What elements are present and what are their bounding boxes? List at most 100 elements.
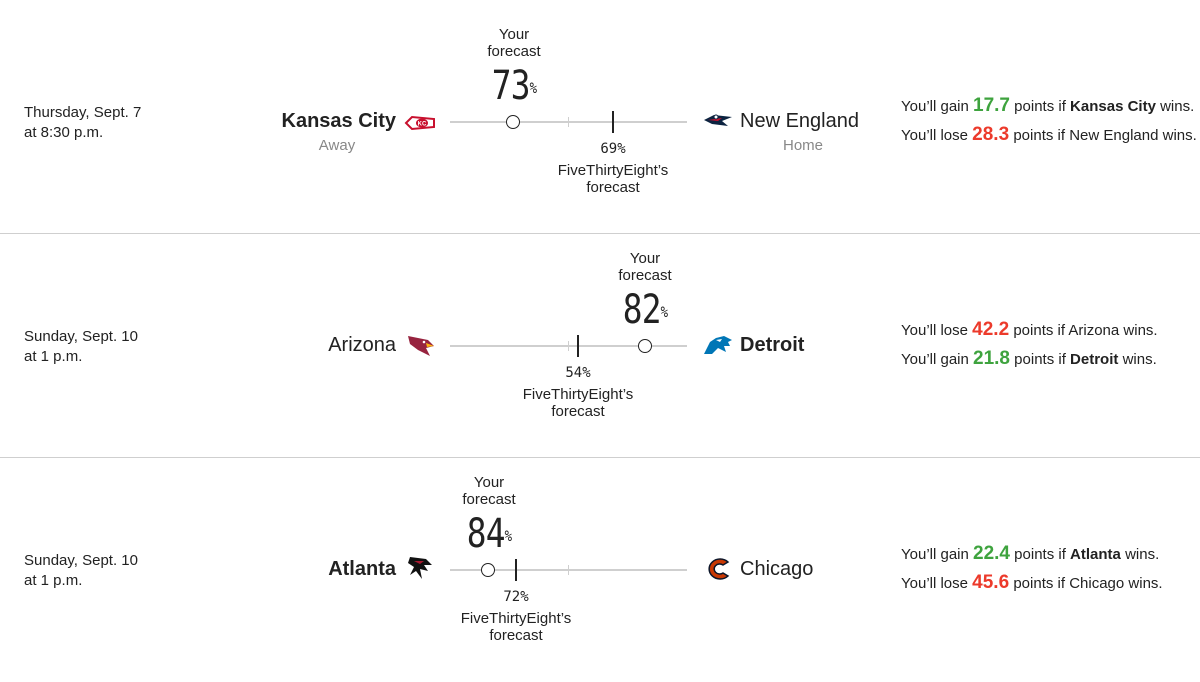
date-day: Thursday, Sept. 7 — [24, 104, 142, 121]
outcome-suffix: wins. — [1122, 351, 1157, 368]
outcome-middle: points if — [1014, 546, 1066, 563]
your-forecast-number: 82 — [622, 287, 662, 333]
midpoint-tick — [568, 117, 569, 127]
your-forecast-slider-handle[interactable] — [506, 115, 520, 129]
away-team-name: Kansas City — [281, 110, 397, 132]
outcome-middle: points if — [1013, 127, 1066, 144]
fte-label-line: forecast — [489, 627, 543, 644]
percent-sign: % — [504, 527, 512, 545]
lions-logo-icon — [704, 336, 732, 354]
bears-logo-icon — [708, 558, 730, 580]
outcome-suffix: wins. — [1128, 575, 1163, 592]
percent-sign: % — [660, 303, 668, 321]
outcome-middle: points if — [1013, 575, 1066, 592]
home-role-label: Home — [782, 137, 823, 154]
your-forecast-label: Your forecast — [429, 474, 549, 508]
outcome-line-1: You’ll lose 42.2 points if Arizona wins. — [901, 316, 1158, 345]
points-outcomes: You’ll gain 17.7 points if Kansas City w… — [901, 92, 1197, 150]
your-label-line: forecast — [618, 267, 672, 284]
game-card-2: Sunday, Sept. 10 at 1 p.m. Arizona Your … — [0, 234, 1200, 458]
your-forecast-slider-handle[interactable] — [638, 339, 652, 353]
fte-forecast-label: FiveThirtyEight’s forecast — [533, 162, 693, 196]
points-value: 42.2 — [972, 319, 1010, 340]
midpoint-tick — [568, 341, 569, 351]
date-time: at 1 p.m. — [24, 348, 83, 365]
your-label-line: Your — [629, 250, 661, 267]
game-date: Sunday, Sept. 10 at 1 p.m. — [24, 327, 138, 367]
outcome-middle: points if — [1014, 351, 1066, 368]
points-value: 22.4 — [973, 543, 1010, 564]
date-day: Sunday, Sept. 10 — [24, 552, 138, 569]
points-value: 21.8 — [973, 348, 1010, 369]
game-card-3: Sunday, Sept. 10 at 1 p.m. Atlanta Your … — [0, 458, 1200, 682]
your-forecast-number: 73 — [491, 63, 531, 109]
date-time: at 1 p.m. — [24, 572, 83, 589]
percent-sign: % — [529, 79, 537, 97]
date-time: at 8:30 p.m. — [24, 124, 104, 141]
your-forecast-slider-handle[interactable] — [481, 563, 495, 577]
outcome-team: Chicago — [1069, 575, 1125, 592]
outcome-team: Atlanta — [1070, 546, 1121, 563]
date-day: Sunday, Sept. 10 — [24, 328, 138, 345]
midpoint-tick — [568, 565, 569, 575]
outcome-prefix: You’ll lose — [901, 322, 968, 339]
svg-text:KC: KC — [418, 122, 427, 128]
your-forecast-value: 84% — [440, 512, 538, 556]
outcome-prefix: You’ll lose — [901, 575, 968, 592]
row-divider — [0, 457, 1200, 458]
outcome-prefix: You’ll gain — [901, 351, 969, 368]
points-outcomes: You’ll gain 22.4 points if Atlanta wins.… — [901, 540, 1163, 598]
fte-label-line: forecast — [551, 403, 605, 420]
home-team-name: New England — [740, 110, 859, 132]
points-outcomes: You’ll lose 42.2 points if Arizona wins.… — [901, 316, 1158, 374]
your-label-line: forecast — [462, 491, 516, 508]
your-forecast-value: 82% — [596, 288, 694, 332]
outcome-prefix: You’ll lose — [901, 127, 968, 144]
home-team-name: Chicago — [740, 558, 814, 580]
outcome-prefix: You’ll gain — [901, 546, 969, 563]
fte-forecast-value: 69% — [600, 141, 626, 157]
your-forecast-label: Your forecast — [454, 26, 574, 60]
outcome-team: Kansas City — [1070, 98, 1156, 115]
patriots-logo-icon — [704, 114, 732, 126]
outcome-suffix: wins. — [1160, 98, 1195, 115]
your-label-line: forecast — [487, 43, 541, 60]
your-forecast-label: Your forecast — [585, 250, 705, 284]
outcome-team: New England — [1069, 127, 1159, 144]
outcome-suffix: wins. — [1123, 322, 1158, 339]
outcome-middle: points if — [1014, 98, 1066, 115]
game-card-1: Thursday, Sept. 7 at 8:30 p.m. Kansas Ci… — [0, 0, 1200, 224]
outcome-middle: points if — [1013, 322, 1066, 339]
outcome-team: Arizona — [1068, 322, 1120, 339]
home-team-name: Detroit — [740, 334, 805, 356]
points-value: 28.3 — [972, 124, 1010, 145]
points-value: 45.6 — [972, 572, 1010, 593]
game-date: Thursday, Sept. 7 at 8:30 p.m. — [24, 103, 141, 143]
fte-forecast-label: FiveThirtyEight’s forecast — [498, 386, 658, 420]
outcome-team: Detroit — [1070, 351, 1119, 368]
your-forecast-number: 84 — [466, 511, 506, 557]
fte-forecast-value: 72% — [503, 589, 529, 605]
fte-forecast-label: FiveThirtyEight’s forecast — [436, 610, 596, 644]
outcome-line-1: You’ll gain 22.4 points if Atlanta wins. — [901, 540, 1163, 569]
your-label-line: Your — [473, 474, 505, 491]
away-team-name: Arizona — [328, 334, 396, 356]
away-role-label: Away — [318, 137, 356, 154]
fte-label-line: FiveThirtyEight’s — [522, 386, 634, 403]
fte-forecast-marker — [612, 111, 614, 133]
outcome-line-2: You’ll gain 21.8 points if Detroit wins. — [901, 345, 1158, 374]
game-date: Sunday, Sept. 10 at 1 p.m. — [24, 551, 138, 591]
points-value: 17.7 — [973, 95, 1010, 116]
fte-forecast-marker — [515, 559, 517, 581]
away-team-name: Atlanta — [328, 558, 396, 580]
outcome-suffix: wins. — [1125, 546, 1160, 563]
outcome-line-1: You’ll gain 17.7 points if Kansas City w… — [901, 92, 1197, 121]
outcome-suffix: wins. — [1162, 127, 1197, 144]
your-forecast-value: 73% — [465, 64, 563, 108]
outcome-line-2: You’ll lose 28.3 points if New England w… — [901, 121, 1197, 150]
chiefs-logo-icon: KC — [404, 115, 435, 131]
fte-label-line: FiveThirtyEight’s — [557, 162, 669, 179]
fte-forecast-marker — [577, 335, 579, 357]
your-label-line: Your — [498, 26, 530, 43]
fte-label-line: forecast — [586, 179, 640, 196]
